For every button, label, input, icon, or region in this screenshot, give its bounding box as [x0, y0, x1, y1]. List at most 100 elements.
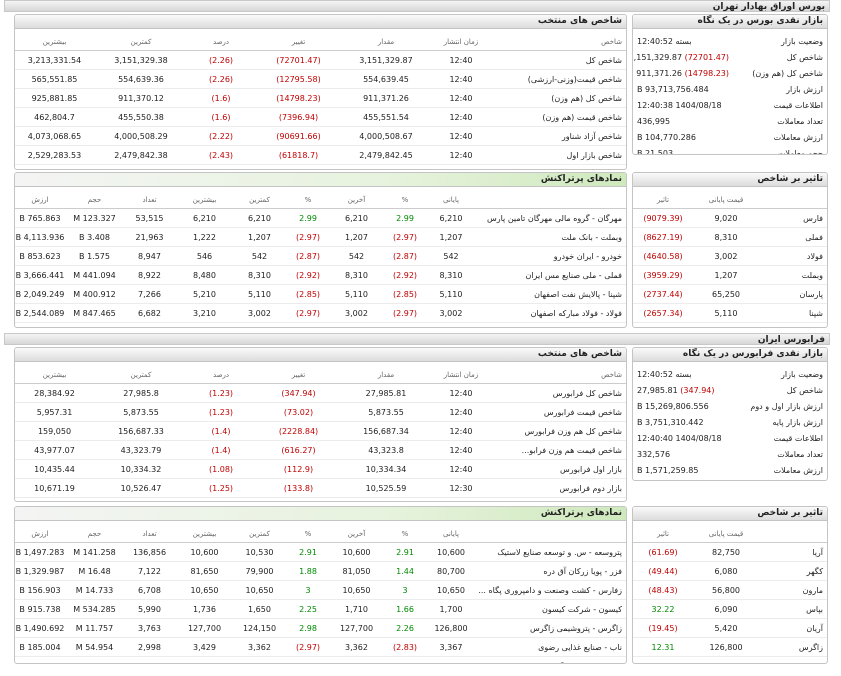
table-cell: 6,090	[177, 656, 232, 663]
table-cell: 1,329.987 B	[15, 561, 67, 581]
column-header: زمان انتشار	[431, 366, 491, 384]
table-cell: 8,922	[122, 265, 177, 285]
table-row: بازار اول فرابورس 12:40 10,334.34 (112.9) (1…	[15, 459, 626, 479]
table-cell: 5,980	[232, 656, 287, 663]
header-row: شاخص زمان انتشار مقدار تغییر درصد کمترین بیشتر…	[15, 366, 626, 384]
table-cell: 2.26	[384, 618, 426, 638]
table-row: فارس 9,020 (9079.39)	[633, 208, 827, 228]
table-cell: 1.575 B	[67, 246, 122, 266]
table-cell: 10,435.44	[15, 459, 96, 479]
overview-label: تعداد معاملات	[777, 116, 823, 126]
table-cell: ناب - صنایع غذایی رضوی	[476, 637, 626, 657]
table-cell: 1,497.283 B	[15, 542, 67, 562]
table-cell: 656.225 B	[15, 656, 67, 663]
overview-label: ارزش بازار اول و دوم	[750, 401, 823, 411]
column-header	[757, 525, 827, 543]
table-cell: 10,650	[232, 580, 287, 600]
table-row: آریا 82,750 (61.69)	[633, 542, 827, 562]
overview-value-cell: 15,269,806.556 B	[633, 398, 730, 414]
overview-value: 1404/08/18 12:40:38	[637, 100, 722, 110]
header-row: شاخص زمان انتشار مقدار تغییر درصد کمترین بیشتر…	[15, 33, 626, 51]
table-row: شاخص بازار اول 12:40 2,479,842.45 (61818.7)…	[15, 145, 626, 165]
panel-title: بازار نقدی بورس در یک نگاه	[633, 15, 827, 29]
table-cell: 8,310	[232, 265, 287, 285]
overview-row: اطلاعات قیمت 1404/08/18 12:40:40	[633, 430, 827, 446]
table-cell: 2.25	[287, 599, 329, 619]
table-cell: 8,947	[122, 246, 177, 266]
overview-label: اطلاعات قیمت	[773, 100, 823, 110]
column-header: قیمت پایانی	[695, 525, 757, 543]
table-cell: 81,650	[177, 561, 232, 581]
table-row: شاخص قیمت هم وزن فرابو... 12:40 43,323.8 (6…	[15, 440, 626, 460]
table-row: کگهر 6,080 (49.44)	[633, 561, 827, 581]
table-cell: 5,110	[329, 284, 384, 304]
overview-row: ارزش بازار 93,713,756.484 B	[633, 81, 827, 97]
table-cell: 1,700	[426, 599, 476, 619]
table-cell: (2657.34)	[633, 303, 695, 323]
table-cell: 10,525.59	[341, 478, 431, 498]
table-cell: 1.88	[287, 561, 329, 581]
column-header: بیشترین	[177, 525, 232, 543]
table-cell: فملی - ملی صنایع مس ایران	[476, 265, 626, 285]
table-cell: 80,700	[426, 561, 476, 581]
table-row: شاخص کل هم وزن فرابورس 12:40 156,687.34 (22…	[15, 421, 626, 441]
table-cell: 41,110	[695, 322, 757, 327]
table-cell: (1.23)	[186, 402, 256, 422]
table-cell: نوری	[757, 322, 827, 327]
table-row: شاخص قیمت(وزنی-ارزشی) 12:40 554,639.45 (127…	[15, 69, 626, 89]
column-header: آخرین	[329, 525, 384, 543]
table-cell: 5,210	[177, 284, 232, 304]
table-row: زفارس - کشت وصنعت و دامپروری پگاه ... 10,…	[15, 580, 626, 600]
overview-value-cell: 332,576	[633, 446, 730, 462]
table-row: وبصادر - بانک صادرات ایران568(2.91)568(2…	[15, 322, 626, 327]
table-cell: (616.27)	[256, 440, 341, 460]
table-cell: زاگرس	[757, 637, 827, 657]
table-cell: 12:30	[431, 478, 491, 498]
overview-value-cell: بسته 12:40:52	[633, 366, 730, 382]
table-cell: شاخص بازار اول	[491, 145, 626, 165]
table-cell: آریا	[757, 542, 827, 562]
column-header: %	[384, 525, 426, 543]
column-header: تعداد	[122, 191, 177, 209]
table-cell: 3,763	[122, 618, 177, 638]
overview-row: ارزش بازار پایه 3,751,310.442 B	[633, 414, 827, 430]
overview-change: (347.94)	[680, 385, 715, 395]
column-header: ارزش	[15, 191, 67, 209]
table-cell: (2.91)	[287, 322, 329, 327]
table-cell: شاخص آزاد شناور	[491, 126, 626, 146]
table-cell: (2.43)	[186, 145, 256, 165]
column-header: مقدار	[341, 366, 431, 384]
table-cell: 21,963	[122, 227, 177, 247]
table-cell: 10,600	[177, 542, 232, 562]
table-cell: شاخص قیمت (هم وزن)	[491, 107, 626, 127]
table-cell: 12:40	[431, 50, 491, 70]
table-row: بپاس 6,090 32.22	[633, 599, 827, 619]
table-cell: 3,002	[232, 303, 287, 323]
table-cell: 156,687.34	[341, 421, 431, 441]
overview-label: وضعیت بازار	[781, 36, 823, 46]
table-cell: (2.83)	[384, 637, 426, 657]
table-cell: 925,881.85	[15, 88, 96, 108]
table-row: خودرو - ایران خودرو 542 (2.87) 542 (2.87) 542…	[15, 246, 626, 266]
overview-value: 1,571,259.85 B	[637, 465, 699, 475]
table-cell: 455,551.54	[341, 107, 431, 127]
table-cell: شاخص کل	[491, 50, 626, 70]
table-cell: 2.87	[384, 656, 426, 663]
table-cell: 6,334	[122, 322, 177, 327]
table-cell: 542	[329, 246, 384, 266]
table-cell: 32.22	[633, 599, 695, 619]
table-cell: 1,710	[329, 599, 384, 619]
column-header	[476, 525, 626, 543]
table-cell: 5,926,759.22	[15, 164, 96, 169]
table-cell: 10,334.32	[96, 459, 186, 479]
table-cell: (1.4)	[186, 421, 256, 441]
table-cell: 141.258 M	[67, 542, 122, 562]
table-cell: 5,990	[122, 599, 177, 619]
table-cell: 5,873.55	[341, 402, 431, 422]
table-cell: (4640.58)	[633, 246, 695, 266]
column-header: کمترین	[232, 525, 287, 543]
table-cell: 6,210	[329, 208, 384, 228]
column-header: درصد	[186, 33, 256, 51]
table-cell: فزر - پویا زرکان آق دره	[476, 561, 626, 581]
table-cell: (7396.94)	[256, 107, 341, 127]
